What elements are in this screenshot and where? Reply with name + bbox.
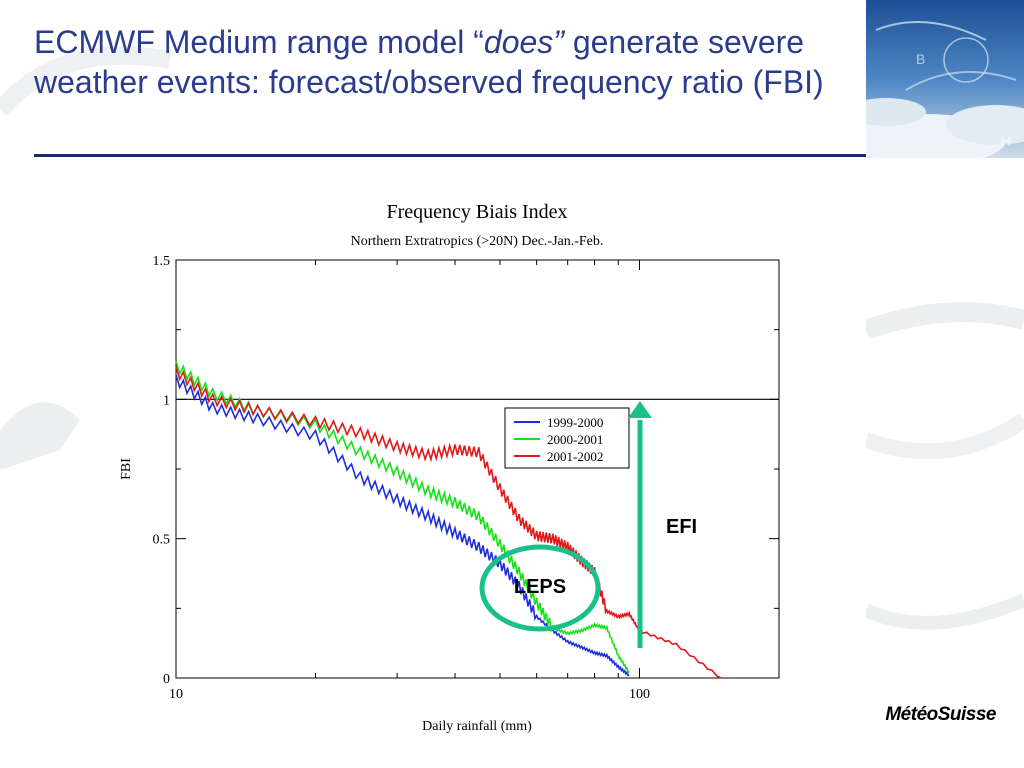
slide-title: ECMWF Medium range model “does” generate…: [34, 22, 834, 102]
x-axis-ticks: 10 100: [169, 260, 780, 702]
title-underline: [34, 154, 866, 157]
y-tick-label: 0.5: [153, 533, 171, 548]
efi-label: EFI: [666, 516, 697, 538]
chart-subtitle: Northern Extratropics (>20N) Dec.-Jan.-F…: [351, 234, 604, 249]
y-tick-label: 1.5: [153, 254, 171, 269]
x-tick-label: 100: [629, 687, 650, 702]
chart-panel: Frequency Biais Index Northern Extratrop…: [86, 172, 866, 768]
y-axis-label: FBI: [119, 458, 134, 480]
series-line-2000-2001: [175, 360, 630, 674]
efi-arrow-head: [628, 401, 652, 418]
x-axis-label: Daily rainfall (mm): [422, 719, 532, 734]
legend-label: 2001-2002: [547, 449, 603, 464]
chart-title: Frequency Biais Index: [386, 201, 567, 223]
x-tick-label: 10: [169, 687, 183, 702]
plot-frame: [175, 259, 780, 679]
svg-text:B: B: [916, 51, 925, 67]
y-axis-ticks: 0 0.5 1 1.5: [153, 254, 779, 687]
meteosuisse-logo: MétéoSuisse: [885, 704, 996, 725]
title-text-end: generate severe weather events: forecast…: [34, 24, 824, 100]
svg-text:H: H: [1001, 133, 1011, 149]
fbi-chart: Frequency Biais Index Northern Extratrop…: [119, 201, 780, 734]
legend-label: 1999-2000: [547, 415, 603, 430]
sky-banner-image: B H: [866, 0, 1024, 158]
leps-highlight-ellipse: [479, 544, 601, 632]
y-tick-label: 0: [163, 672, 170, 687]
legend-label: 2000-2001: [547, 432, 603, 447]
leps-label: LEPS: [514, 576, 566, 598]
series-line-2001-2002: [175, 366, 722, 679]
legend: 1999-2000 2000-2001 2001-2002: [504, 407, 630, 469]
y-tick-label: 1: [163, 393, 170, 408]
title-text-start: ECMWF Medium range model “: [34, 24, 484, 60]
title-emphasis: does”: [483, 24, 564, 60]
legend-items: 1999-2000 2000-2001 2001-2002: [514, 415, 603, 464]
